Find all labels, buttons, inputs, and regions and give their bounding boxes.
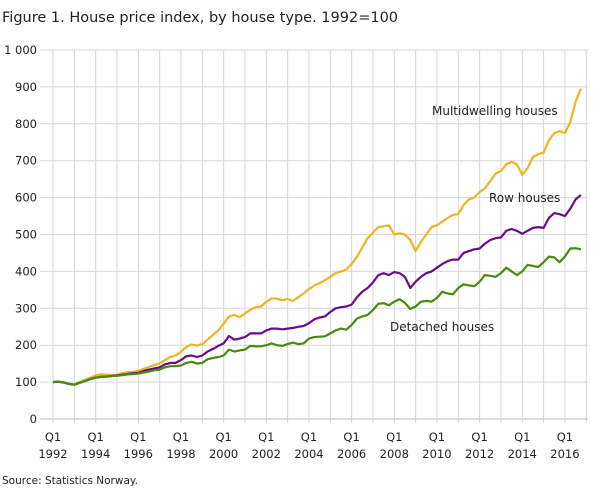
- y-tick-label: 600: [15, 191, 37, 205]
- series-label-row: Row houses: [489, 191, 560, 205]
- y-tick-label: 1 000: [4, 43, 37, 57]
- series-line-multidwelling-houses: [52, 88, 582, 386]
- x-tick-quarter: Q1: [87, 430, 103, 444]
- series-label-detached: Detached houses: [390, 320, 494, 334]
- x-tick-quarter: Q1: [45, 430, 61, 444]
- y-tick-label: 700: [15, 154, 37, 168]
- x-tick-year: 2010: [422, 447, 451, 461]
- y-tick-label: 200: [15, 338, 37, 352]
- chart-title: Figure 1. House price index, by house ty…: [2, 10, 398, 26]
- x-tick-year: 2016: [550, 447, 579, 461]
- y-tick-label: 300: [15, 301, 37, 315]
- y-tick-label: 900: [15, 80, 37, 94]
- y-tick-label: 400: [15, 264, 37, 278]
- x-tick-quarter: Q1: [258, 430, 274, 444]
- series-label-multidwelling: Multidwelling houses: [432, 104, 558, 118]
- x-tick-year: 1998: [166, 447, 195, 461]
- y-tick-label: 100: [15, 375, 37, 389]
- x-tick-quarter: Q1: [215, 430, 231, 444]
- y-tick-label: 800: [15, 117, 37, 131]
- x-tick-year: 2008: [380, 447, 409, 461]
- x-tick-year: 1994: [81, 447, 110, 461]
- source-note: Source: Statistics Norway.: [2, 475, 138, 487]
- x-tick-quarter: Q1: [471, 430, 487, 444]
- x-tick-quarter: Q1: [173, 430, 189, 444]
- x-tick-year: 2014: [508, 447, 537, 461]
- x-tick-quarter: Q1: [343, 430, 359, 444]
- y-tick-label: 0: [30, 412, 37, 426]
- x-tick-quarter: Q1: [130, 430, 146, 444]
- x-tick-quarter: Q1: [514, 430, 530, 444]
- y-tick-label: 500: [15, 228, 37, 242]
- x-tick-quarter: Q1: [557, 430, 573, 444]
- x-tick-year: 2000: [209, 447, 238, 461]
- x-tick-year: 2002: [252, 447, 281, 461]
- x-tick-year: 2012: [465, 447, 494, 461]
- x-tick-quarter: Q1: [429, 430, 445, 444]
- x-tick-year: 1992: [38, 447, 67, 461]
- x-tick-quarter: Q1: [386, 430, 402, 444]
- series-line-detached-houses: [52, 247, 582, 386]
- x-tick-year: 2006: [337, 447, 366, 461]
- x-tick-year: 1996: [124, 447, 153, 461]
- x-tick-quarter: Q1: [301, 430, 317, 444]
- series-line-row-houses: [52, 194, 582, 386]
- x-tick-year: 2004: [294, 447, 323, 461]
